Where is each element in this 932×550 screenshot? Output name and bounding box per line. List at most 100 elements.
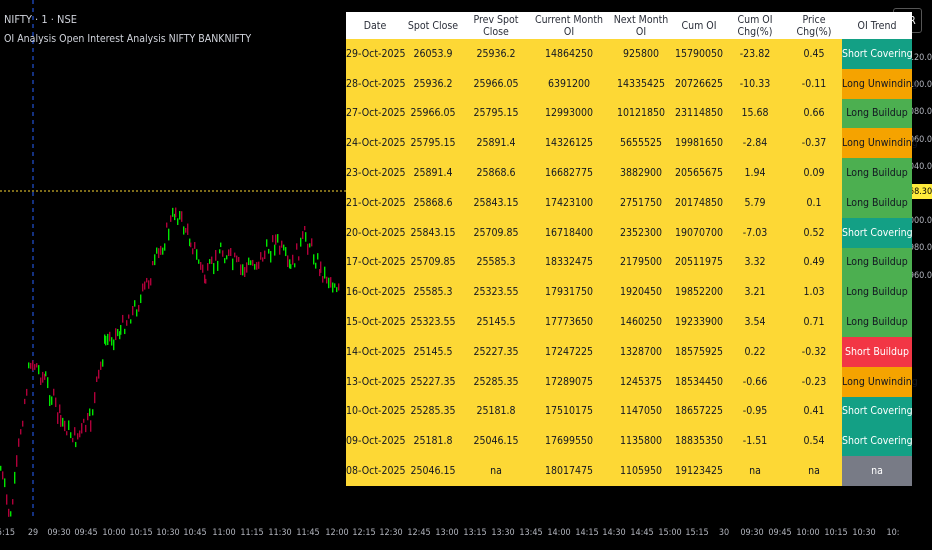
oi-trend-cell: Long Buildup (842, 247, 912, 278)
table-cell: 0.41 (803, 405, 825, 418)
candle (92, 409, 94, 416)
table-cell: 14326125 (544, 137, 594, 150)
candle (234, 252, 236, 258)
table-cell: 19981650 (674, 137, 724, 150)
candle (244, 267, 246, 278)
table-row: 17-Oct-2025 25709.85 25585.3 18332475 217950… (346, 247, 912, 278)
table-cell: 25145.5 (413, 345, 453, 358)
table-cell: 1328700 (619, 345, 663, 358)
candle (224, 258, 226, 264)
table-cell: 19233900 (674, 316, 724, 329)
table-cell: 3.21 (744, 286, 766, 299)
oi-trend-cell: Short Buildup (842, 336, 912, 367)
candle (240, 264, 242, 275)
candle (190, 242, 192, 248)
candle (215, 250, 217, 261)
table-row: 28-Oct-2025 25936.2 25966.05 6391200 1433542… (346, 68, 918, 99)
candle (304, 226, 306, 231)
table-cell: 25891.4 (476, 137, 516, 150)
column-header: Next Month OI (608, 12, 674, 39)
table-cell: 13-Oct-2025 (346, 375, 406, 388)
table-cell: 14-Oct-2025 (346, 345, 406, 358)
candle (283, 244, 285, 251)
candle (307, 243, 309, 255)
candle (196, 249, 198, 260)
table-cell: 17-Oct-2025 (346, 256, 406, 269)
candle (0, 465, 2, 471)
candle (330, 277, 332, 288)
candle (89, 408, 91, 417)
candle (109, 331, 111, 342)
table-cell: 25843.15 (473, 196, 519, 209)
table-cell: 25285.35 (410, 405, 456, 418)
table-cell: 09-Oct-2025 (346, 435, 406, 448)
candle (10, 511, 12, 517)
candle (144, 281, 146, 290)
candle (105, 335, 107, 346)
candle (22, 420, 24, 427)
table-cell: 20174850 (674, 196, 724, 209)
table-cell: 15-Oct-2025 (346, 316, 406, 329)
table-cell: 20511975 (674, 256, 724, 269)
time-tick: 10:15 (129, 528, 153, 538)
table-cell: 25936.2 (413, 77, 453, 90)
table-cell: -0.37 (801, 137, 827, 150)
price-tick: 26,120.00 (896, 53, 932, 63)
table-cell: 25585.3 (413, 286, 453, 299)
table-cell: 2179500 (619, 256, 663, 269)
price-tick: 26,040.00 (896, 161, 932, 172)
candle (94, 392, 96, 404)
time-tick: 12:00 (325, 528, 349, 538)
candle (115, 328, 117, 341)
table-header-row: Date Spot Close Prev Spot Close Current Mon… (346, 12, 912, 39)
table-cell: 25966.05 (410, 107, 456, 120)
candle (20, 429, 22, 435)
candle (104, 334, 106, 344)
table-cell: 6391200 (547, 77, 591, 90)
candle (152, 261, 154, 266)
candle (51, 396, 53, 405)
candle (268, 248, 270, 254)
candle (126, 320, 128, 326)
oi-analysis-table: Date Spot Close Prev Spot Close Current Mon… (346, 12, 918, 486)
candle (162, 247, 164, 255)
candle (85, 424, 87, 433)
candle (183, 226, 185, 235)
table-cell: 0.54 (803, 435, 825, 448)
table-cell: 08-Oct-2025 (346, 465, 406, 478)
candle (12, 499, 14, 505)
candle (77, 433, 79, 440)
candle (305, 232, 307, 242)
price-tick: 25,980.00 (896, 243, 932, 254)
table-row: 16-Oct-2025 25585.3 25323.55 17931750 192045… (346, 277, 912, 308)
candle (134, 300, 136, 307)
table-cell: 10-Oct-2025 (346, 405, 406, 418)
table-cell: 0.52 (803, 226, 825, 239)
candle (260, 252, 262, 260)
candle (30, 362, 32, 369)
table-cell: 21-Oct-2025 (346, 196, 406, 209)
candle (102, 359, 104, 367)
table-cell: 25323.55 (473, 286, 519, 299)
indicator-title[interactable]: OI Analysis Open Interest Analysis NIFTY… (4, 33, 252, 45)
candle (202, 264, 204, 273)
time-tick: 12:15 (352, 528, 376, 538)
candle (226, 255, 228, 260)
table-cell: 25046.15 (473, 435, 519, 448)
candle (120, 324, 122, 335)
candle (207, 263, 209, 271)
candle (290, 264, 292, 269)
candle (142, 283, 144, 292)
time-tick: 13:00 (435, 528, 459, 538)
table-cell: 25868.6 (413, 196, 453, 209)
candle (130, 319, 132, 324)
time-tick: 10:15 (824, 528, 848, 538)
symbol-title[interactable]: NIFTY · 1 · NSE (4, 13, 77, 26)
table-row: 27-Oct-2025 25966.05 25795.15 12993000 10121… (346, 98, 912, 129)
oi-trend-cell: Long Buildup (842, 98, 912, 129)
candle (132, 306, 134, 316)
table-cell: 0.1 (806, 196, 822, 209)
table-cell: 17699550 (544, 435, 594, 448)
candle (294, 263, 296, 268)
table-cell: 25181.8 (476, 405, 516, 418)
